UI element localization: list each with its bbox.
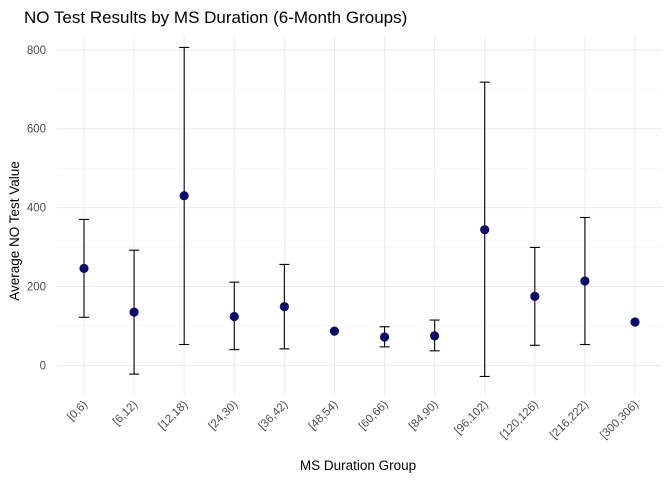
- x-tick-label: [48,54): [307, 399, 341, 433]
- data-point: [179, 191, 189, 201]
- x-tick-label: [12,18): [156, 399, 190, 433]
- x-tick-label: [120,126): [498, 399, 541, 442]
- data-point: [379, 332, 390, 342]
- chart-title: NO Test Results by MS Duration (6-Month …: [24, 8, 407, 27]
- x-axis-ticks: [0,6) [6,12) [12,18) [24,30) [36,42) [48,54) […: [65, 399, 641, 442]
- y-tick-label: 200: [27, 282, 46, 294]
- x-tick-label: [6,12): [111, 399, 140, 428]
- x-tick-label: [300,306): [598, 399, 641, 442]
- x-tick-label: [84,90): [407, 399, 441, 433]
- data-point: [530, 291, 540, 301]
- data-point: [229, 311, 239, 322]
- x-tick-label: [0,6): [65, 399, 90, 424]
- y-axis-title: Average NO Test Value: [7, 161, 22, 301]
- x-tick-label: [60,66): [357, 399, 391, 433]
- data-points: [79, 191, 640, 342]
- y-axis-ticks: 0 200 400 600 800: [27, 45, 46, 373]
- data-point: [329, 326, 340, 336]
- data-point: [630, 317, 640, 327]
- data-point: [430, 331, 440, 341]
- y-tick-label: 800: [27, 45, 46, 57]
- data-point: [580, 276, 590, 286]
- x-tick-label: [216,222): [548, 399, 591, 442]
- data-point: [79, 263, 89, 273]
- x-axis-title: MS Duration Group: [300, 458, 416, 473]
- y-tick-label: 600: [27, 124, 46, 136]
- y-tick-label: 0: [40, 360, 46, 372]
- data-point: [129, 307, 139, 317]
- x-tick-label: [36,42): [257, 399, 291, 433]
- data-point: [279, 302, 289, 312]
- y-tick-label: 400: [27, 203, 46, 215]
- x-tick-label: [96,102): [453, 399, 491, 437]
- x-tick-label: [24,30): [207, 399, 241, 433]
- grid: [57, 36, 662, 395]
- data-point: [480, 225, 490, 235]
